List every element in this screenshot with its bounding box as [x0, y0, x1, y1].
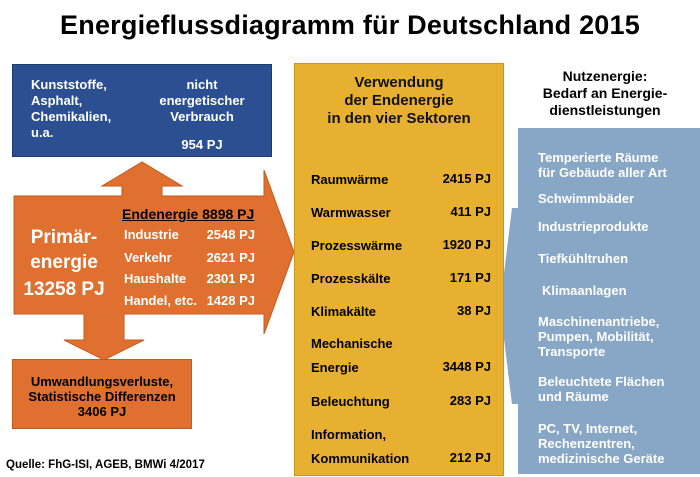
- usage-label-beleuchtung: Beleuchtung: [311, 393, 390, 411]
- primary-energy-label: Primär- energie: [20, 225, 108, 275]
- conversion-losses-text: Umwandlungsverluste, Statistische Differ…: [13, 374, 191, 419]
- useful-item-temperierte-raeume: Temperierte Räume für Gebäude aller Art: [538, 150, 667, 180]
- usage-label-prozesskaelte: Prozesskälte: [311, 270, 391, 288]
- usage-label-information: Information, Kommunikation: [311, 426, 409, 468]
- non-energy-use-box: Kunststoffe, Asphalt, Chemikalien, u.a. …: [12, 64, 272, 157]
- end-energy-usage-box: Verwendung der Endenergie in den vier Se…: [294, 63, 504, 476]
- usage-title: Verwendung der Endenergie in den vier Se…: [295, 74, 503, 128]
- usage-value-beleuchtung: 283 PJ: [450, 393, 491, 408]
- useful-item-industrieprodukte: Industrieprodukte: [538, 219, 649, 234]
- usage-label-mechanische-energie: Mechanische Energie: [311, 335, 393, 377]
- sector-row-haushalte: Haushalte 2301 PJ: [124, 271, 255, 286]
- usage-label-raumwaerme: Raumwärme: [311, 171, 388, 189]
- usage-label-warmwasser: Warmwasser: [311, 204, 391, 222]
- usage-value-warmwasser: 411 PJ: [451, 204, 492, 219]
- usage-value-prozesskaelte: 171 PJ: [450, 270, 491, 285]
- usage-value-information: 212 PJ: [450, 450, 491, 465]
- useful-item-klimaanlagen: Klimaanlagen: [542, 283, 627, 298]
- sector-row-industrie: Industrie 2548 PJ: [124, 227, 255, 242]
- useful-item-tiefkuehltruhen: Tiefkühltruhen: [538, 251, 628, 266]
- non-energy-label: nicht energetischer Verbrauch 954 PJ: [141, 77, 263, 153]
- useful-item-schwimmbaeder: Schwimmbäder: [538, 191, 634, 206]
- primary-energy-value: 13258 PJ: [14, 279, 114, 301]
- useful-item-maschinenantriebe: Maschinenantriebe, Pumpen, Mobilität, Tr…: [538, 314, 659, 359]
- conversion-losses-box: Umwandlungsverluste, Statistische Differ…: [12, 359, 192, 429]
- non-energy-materials-list: Kunststoffe, Asphalt, Chemikalien, u.a.: [31, 77, 111, 141]
- non-energy-value: 954 PJ: [141, 137, 263, 153]
- useful-item-pc-tv-internet: PC, TV, Internet, Rechenzentren, medizin…: [538, 421, 664, 466]
- end-energy-title: Endenergie 8898 PJ: [122, 206, 254, 222]
- usage-label-klimakaelte: Klimakälte: [311, 303, 376, 321]
- useful-item-beleuchtete-flaechen: Beleuchtete Flächen und Räume: [538, 374, 664, 404]
- usage-value-mechanische-energie: 3448 PJ: [443, 359, 491, 374]
- usage-value-raumwaerme: 2415 PJ: [443, 171, 491, 186]
- usage-value-prozesswaerme: 1920 PJ: [443, 237, 491, 252]
- sector-row-verkehr: Verkehr 2621 PJ: [124, 250, 255, 265]
- useful-energy-title: Nutzenergie: Bedarf an Energie- dienstle…: [510, 68, 700, 119]
- usage-value-klimakaelte: 38 PJ: [457, 303, 491, 318]
- usage-label-prozesswaerme: Prozesswärme: [311, 237, 402, 255]
- sector-row-handel: Handel, etc. 1428 PJ: [124, 293, 255, 308]
- source-note: Quelle: FhG-ISI, AGEB, BMWi 4/2017: [6, 459, 205, 471]
